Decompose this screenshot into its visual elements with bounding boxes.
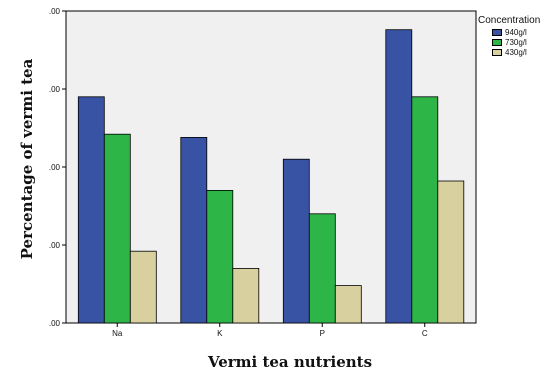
legend-label: 730g/l [505,37,527,47]
bar-p-1 [308,213,336,324]
y-axis-title: Percentage of vermi tea [18,58,36,260]
legend-item: 940g/l [492,27,545,37]
bar-c-1 [411,96,439,324]
x-axis-title: Vermi tea nutrients [207,353,373,371]
x-tick-label-k: K [217,329,223,338]
bar-p-0 [282,158,310,324]
bar-na-1 [103,133,131,324]
legend-swatch [492,28,502,36]
legend-swatch [492,48,502,56]
y-tick-label: .00 [49,241,61,250]
x-tick-label-c: C [422,329,428,338]
bar-k-0 [180,136,208,324]
legend-item: 430g/l [492,47,545,57]
y-tick-label: .00 [49,319,61,328]
bar-c-2 [437,180,465,324]
bar-c-0 [385,29,413,324]
y-tick-label: .00 [49,163,61,172]
x-tick-label-p: P [320,329,325,338]
legend-title: Concentration [478,15,541,26]
bar-k-1 [206,189,234,324]
legend: Concentration 940g/l 730g/l 430g/l [478,14,545,57]
bar-k-2 [232,267,260,324]
legend-item: 730g/l [492,37,545,47]
legend-label: 940g/l [505,27,527,37]
y-tick-label: .00 [49,7,61,16]
y-tick-label: .00 [49,85,61,94]
bar-na-2 [129,250,157,324]
legend-label: 430g/l [505,47,527,57]
x-tick-label-na: Na [112,329,123,338]
bar-na-0 [77,96,105,324]
legend-swatch [492,38,502,46]
bar-p-2 [334,285,362,324]
